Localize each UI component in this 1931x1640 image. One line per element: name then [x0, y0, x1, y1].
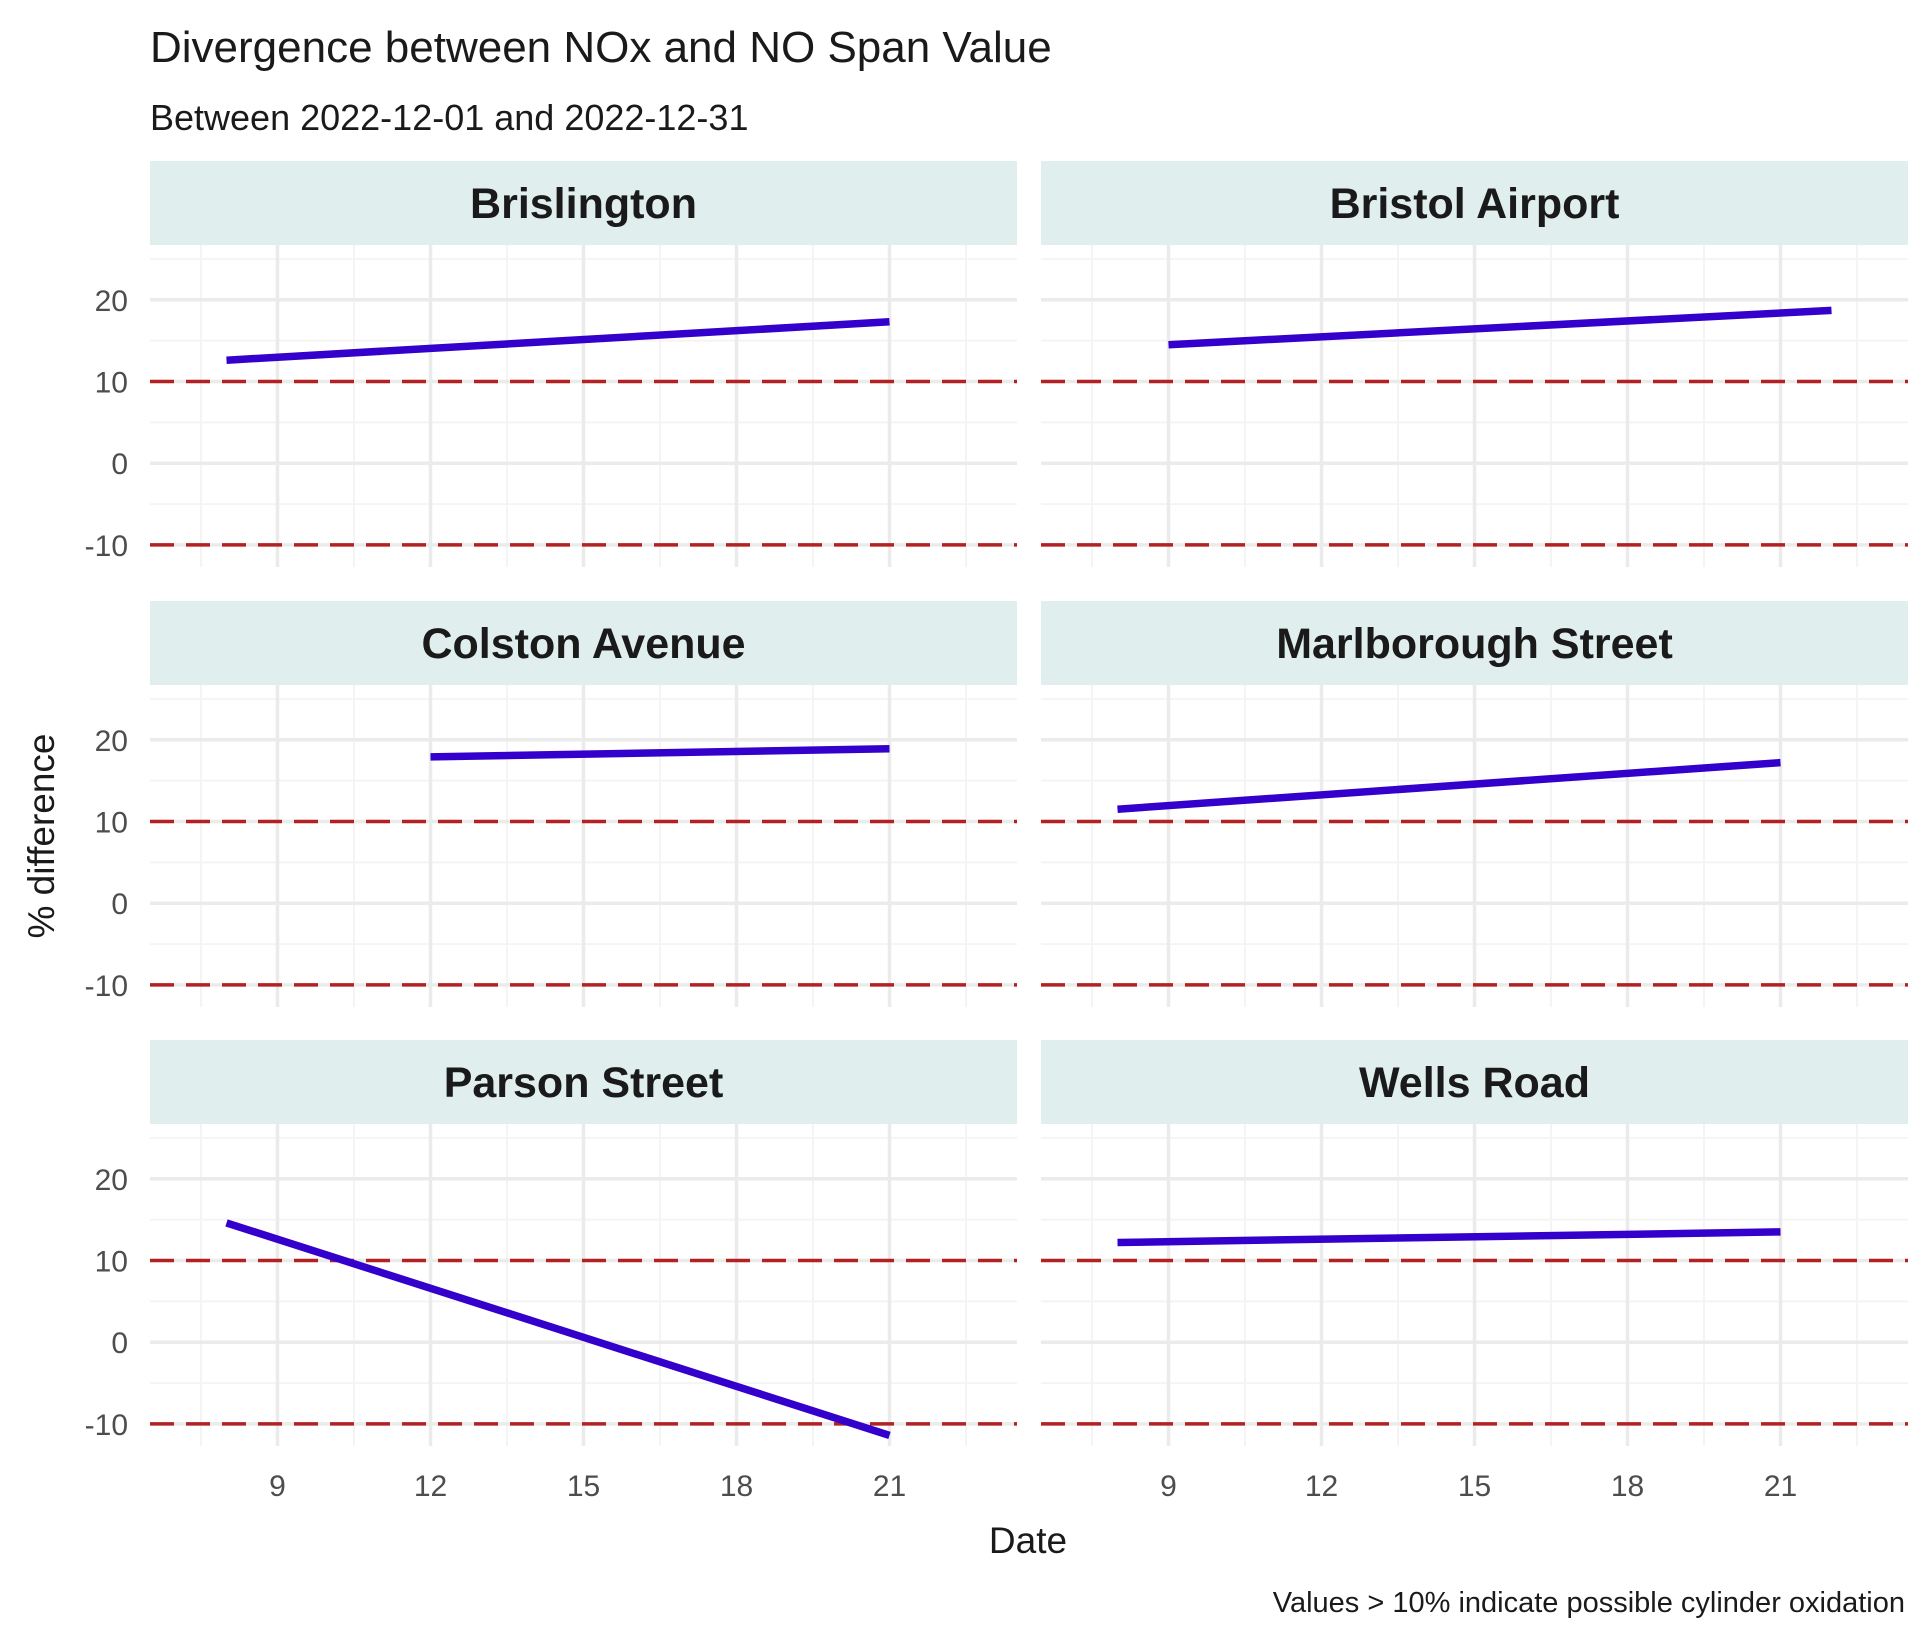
- facet-strip: [1041, 601, 1908, 685]
- series-line: [225, 1219, 891, 1439]
- x-tick-label: 15: [1458, 1470, 1491, 1503]
- y-tick-label: 0: [111, 1327, 128, 1360]
- y-tick-label: 20: [95, 725, 128, 758]
- y-tick-label: 0: [111, 888, 128, 921]
- y-tick-label: 20: [95, 285, 128, 318]
- facet-strip: [1041, 1040, 1908, 1124]
- x-axis-title: Date: [989, 1520, 1067, 1561]
- x-tick-label: 21: [873, 1470, 906, 1503]
- x-tick-label: 9: [1160, 1470, 1177, 1503]
- facet-panel: Parson Street -10 0 10 20 9 12 15 18 21: [85, 1040, 1017, 1503]
- x-tick-label: 9: [269, 1470, 286, 1503]
- series-line: [1117, 758, 1781, 813]
- series-line: [430, 744, 890, 761]
- x-tick-label: 18: [1611, 1470, 1644, 1503]
- y-tick-label: -10: [85, 970, 128, 1003]
- facet-panel: Wells Road 9 12 15 18 21: [1041, 1040, 1908, 1503]
- facet-strip-label: Bristol Airport: [1330, 180, 1620, 228]
- x-tick-label: 21: [1764, 1470, 1797, 1503]
- facet-strip: [150, 1040, 1017, 1124]
- series-line: [226, 318, 890, 364]
- facet-strip: [150, 601, 1017, 685]
- facet-strip-label: Marlborough Street: [1276, 620, 1673, 668]
- facet-panel: Colston Avenue -10 0 10 20: [85, 601, 1017, 1007]
- facet-strip-label: Parson Street: [444, 1059, 724, 1107]
- chart-subtitle: Between 2022-12-01 and 2022-12-31: [150, 97, 748, 138]
- y-tick-label: 10: [95, 1245, 128, 1278]
- chart-title: Divergence between NOx and NO Span Value: [150, 23, 1052, 72]
- x-tick-label: 12: [1305, 1470, 1338, 1503]
- y-tick-label: 20: [95, 1164, 128, 1197]
- y-tick-label: 10: [95, 806, 128, 839]
- facet-strip: [150, 161, 1017, 245]
- chart-caption: Values > 10% indicate possible cylinder …: [1273, 1587, 1905, 1619]
- facet-strip-label: Wells Road: [1359, 1059, 1590, 1107]
- series-line: [1117, 1228, 1781, 1247]
- facet-panel: Marlborough Street: [1041, 601, 1908, 1007]
- facet-panel: Brislington -10 0 10 20: [85, 161, 1017, 567]
- x-tick-label: 18: [720, 1470, 753, 1503]
- facet-panels: Brislington -10 0 10 20 Bristol Airport Colsto…: [85, 161, 1908, 1503]
- series-line: [1168, 306, 1832, 349]
- y-axis-title: % difference: [21, 734, 62, 939]
- x-tick-label: 15: [567, 1470, 600, 1503]
- x-tick-label: 12: [414, 1470, 447, 1503]
- y-tick-label: 0: [111, 448, 128, 481]
- y-tick-label: -10: [85, 530, 128, 563]
- facet-strip-label: Brislington: [470, 180, 697, 228]
- y-tick-label: -10: [85, 1409, 128, 1442]
- facet-panel: Bristol Airport: [1041, 161, 1908, 567]
- facet-strip-label: Colston Avenue: [421, 620, 745, 668]
- y-tick-label: 10: [95, 366, 128, 399]
- facet-strip: [1041, 161, 1908, 245]
